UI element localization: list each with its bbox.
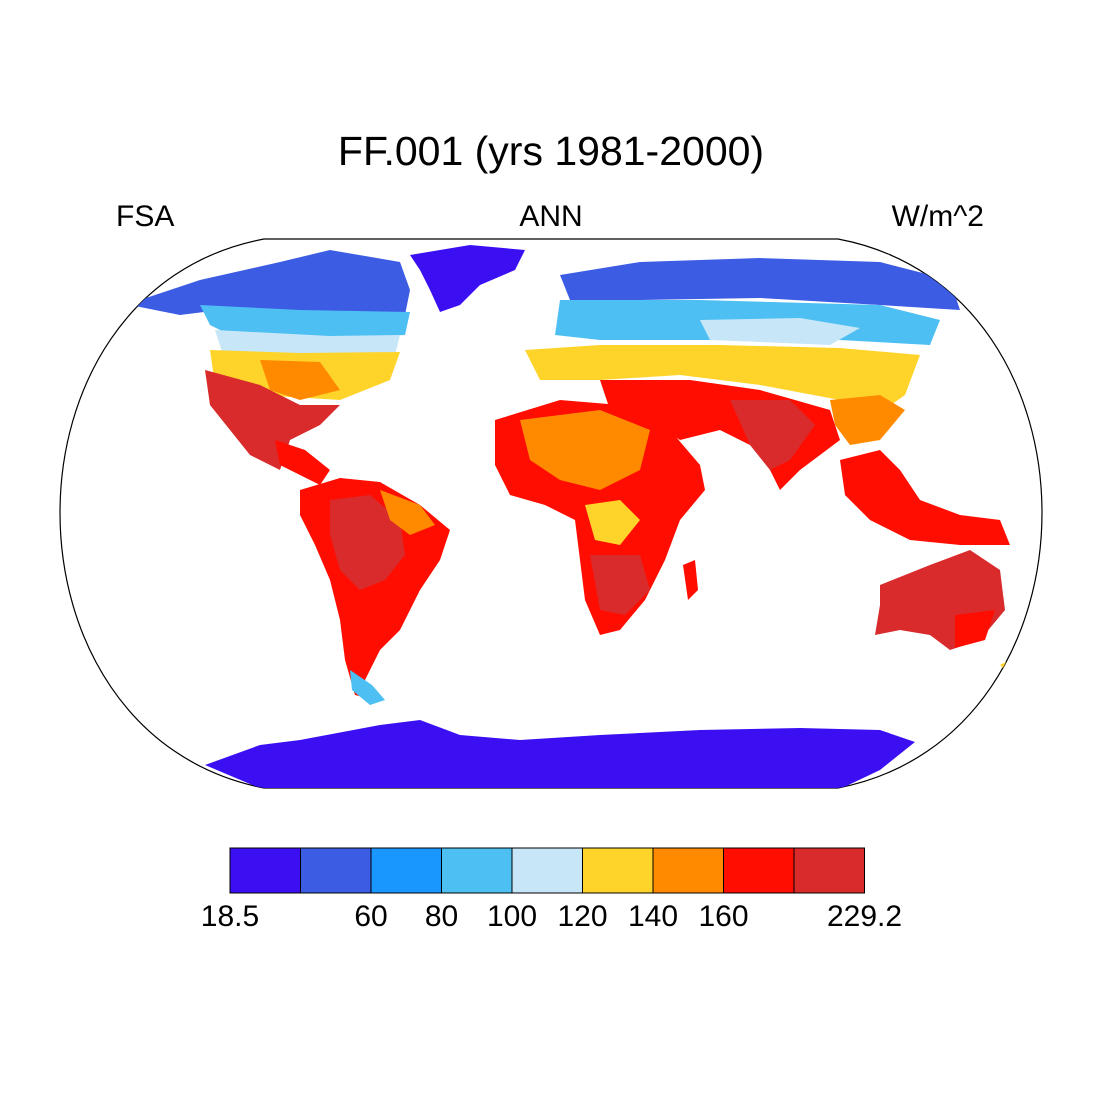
canada-mid	[200, 305, 410, 338]
antarctica	[205, 720, 915, 788]
colorbar-tick-label: 229.2	[826, 900, 903, 933]
land-shading	[130, 245, 1042, 788]
colorbar-tick-label: 18.5	[200, 900, 260, 933]
central-america	[275, 440, 330, 485]
patagonia	[350, 670, 385, 705]
colorbar-tick-label: 80	[424, 900, 459, 933]
colorbar-tick-label: 60	[354, 900, 388, 933]
china-east	[830, 395, 905, 445]
south-america-interior	[330, 495, 405, 590]
variable-label: FSA	[116, 200, 175, 233]
arctic-canada-band	[130, 250, 410, 315]
colorbar-swatch	[793, 847, 865, 894]
africa-equatorial	[585, 500, 640, 545]
colorbar-swatch	[370, 847, 442, 894]
map-title: FF.001 (yrs 1981-2000)	[337, 128, 765, 174]
colorbar-swatch	[441, 847, 513, 894]
us-central	[260, 360, 340, 400]
colorbar-tick-label: 140	[627, 900, 679, 933]
us-south-mexico	[205, 370, 340, 470]
colorbar-swatch	[300, 847, 372, 894]
madagascar	[683, 560, 698, 600]
india-core	[730, 400, 815, 470]
siberia-north	[560, 258, 960, 310]
africa-south	[590, 555, 650, 615]
europe-central-asia	[525, 345, 920, 420]
eurasia-mid	[700, 318, 860, 345]
canada-south	[215, 330, 400, 355]
southeast-asia	[840, 450, 1010, 545]
colorbar	[229, 847, 865, 894]
colorbar-tick-label: 100	[486, 900, 538, 933]
colorbar-swatch	[652, 847, 724, 894]
units-label: W/m^2	[891, 200, 984, 233]
colorbar-swatch	[511, 847, 583, 894]
colorbar-swatch	[723, 847, 795, 894]
south-america-east	[380, 490, 435, 535]
greenland	[410, 245, 525, 312]
colorbar-tick-label: 120	[557, 900, 608, 933]
colorbar-tick-label: 160	[698, 900, 749, 933]
sahara	[520, 410, 650, 490]
colorbar-swatch	[229, 847, 301, 894]
season-label: ANN	[519, 200, 583, 233]
australia-southeast	[955, 610, 995, 648]
colorbar-swatch	[582, 847, 654, 894]
